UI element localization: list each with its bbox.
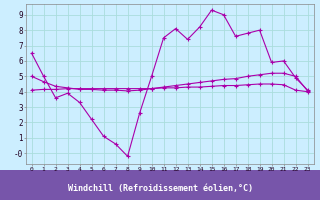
Text: Windchill (Refroidissement éolien,°C): Windchill (Refroidissement éolien,°C) (68, 184, 252, 192)
